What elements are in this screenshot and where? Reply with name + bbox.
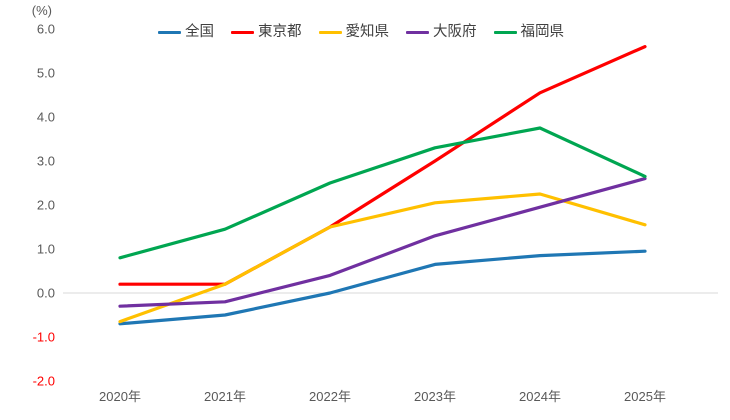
x-axis-tick-label: 2024年 [519, 389, 561, 404]
legend-label: 東京都 [258, 24, 302, 40]
legend-item-0: 全国 [158, 25, 214, 40]
legend-swatch-icon [231, 30, 254, 34]
y-axis-tick-label: 4.0 [37, 110, 55, 125]
y-axis-tick-label: -2.0 [33, 374, 55, 389]
y-axis-tick-label: 6.0 [37, 22, 55, 37]
legend-item-2: 愛知県 [318, 24, 390, 40]
y-axis-tick-label: 1.0 [37, 242, 55, 257]
legend-swatch-icon [318, 30, 342, 34]
y-axis-tick-label: 3.0 [37, 154, 55, 169]
legend-label: 全国 [185, 24, 214, 40]
legend-label: 愛知県 [345, 24, 390, 40]
x-axis-tick-label: 2023年 [414, 389, 456, 404]
y-axis-tick-label: -1.0 [33, 330, 55, 345]
y-axis-tick-label: 2.0 [37, 198, 55, 213]
legend-swatch-icon [493, 30, 517, 34]
y-axis-unit-label: (%) [32, 3, 52, 18]
x-axis-tick-label: 2025年 [624, 389, 666, 404]
legend-item-1: 東京都 [231, 25, 302, 40]
legend-swatch-icon [158, 30, 181, 34]
legend-item-3: 大阪府 [406, 25, 477, 40]
series-line-3 [118, 177, 647, 308]
y-axis-tick-label: 5.0 [37, 66, 55, 81]
series-line-1 [118, 44, 647, 286]
x-axis-tick-label: 2022年 [309, 389, 351, 404]
legend-swatch-icon [406, 30, 429, 34]
legend-label: 大阪府 [433, 24, 477, 40]
legend: 全国 東京都 愛知県 大阪府 福岡県 [158, 25, 564, 40]
legend-item-4: 福岡県 [493, 24, 565, 40]
x-axis-tick-label: 2021年 [204, 389, 246, 404]
x-axis-tick-label: 2020年 [99, 389, 141, 404]
series-line-0 [118, 249, 647, 326]
series-line-4 [118, 126, 647, 260]
series-line-2 [118, 192, 647, 324]
legend-label: 福岡県 [520, 24, 565, 40]
y-axis-tick-label: 0.0 [37, 286, 55, 301]
